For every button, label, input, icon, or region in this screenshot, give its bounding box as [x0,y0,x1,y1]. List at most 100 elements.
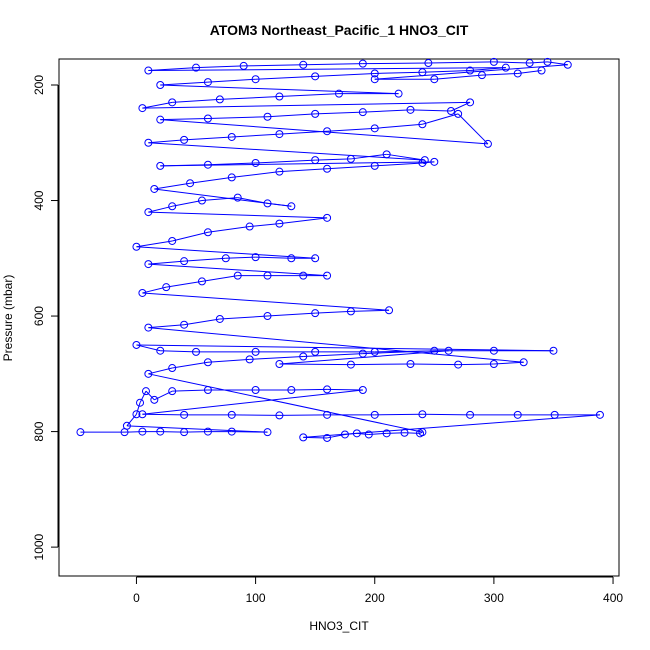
data-point [430,346,439,355]
data-point [299,352,308,361]
data-point [595,410,604,419]
series-segment [172,389,208,392]
series-segment [374,64,568,80]
series-segment [457,113,489,145]
data-point [162,283,171,292]
data-point [227,173,236,182]
series-segment [279,93,340,98]
data-point [144,138,153,147]
series-segment [422,413,471,416]
data-point [420,156,429,165]
data-point [323,213,332,222]
series-segment [303,353,363,357]
series-segment [126,413,137,427]
data-point [150,184,159,193]
series-segment [434,74,483,80]
data-point [549,346,558,355]
plot-frame [58,58,620,577]
data-point [227,410,236,419]
data-point [168,364,177,373]
y-axis-label: Pressure (mbar) [1,275,15,362]
data-point [394,89,403,98]
series-segment [327,165,375,170]
series-segment [362,62,429,65]
data-point [138,410,147,419]
series-points [76,57,604,442]
data-point [323,385,332,394]
data-point [168,202,177,211]
series-segment [154,182,191,190]
series-segment [148,367,173,375]
x-axis-label: HNO3_CIT [309,619,369,633]
chart-title: ATOM3 Northeast_Pacific_1 HNO3_CIT [210,22,469,38]
series-segment [207,226,250,233]
series-segment [184,136,232,141]
data-point [239,61,248,70]
data-point [340,430,349,439]
series-segment [458,363,494,366]
data-point [156,80,165,89]
data-point [233,271,242,280]
series-segment [189,176,232,184]
series-segment [315,72,375,77]
series-segment [279,414,328,416]
y-tick-label: 400 [32,190,46,210]
series-segment [124,431,143,433]
data-point [156,161,165,170]
series-segment [386,432,405,434]
series-segment [374,350,449,353]
series-segment [267,113,316,118]
series-segment [148,263,328,277]
data-point [323,271,332,280]
series-segment [148,67,197,72]
series-segment [231,414,280,416]
data-point [501,63,510,72]
series-segment [350,363,411,366]
series-segment [166,280,203,288]
series-segment [225,256,256,259]
series-segment [428,61,494,64]
data-point [180,428,189,437]
series-segment [160,164,208,167]
series-segment [386,153,425,161]
data-point [335,89,343,98]
data-point [418,428,427,437]
data-point [358,59,367,68]
series-segment [136,240,173,248]
series-segment [172,361,209,369]
series-segment [374,71,423,74]
data-point [406,360,415,369]
data-point [263,312,272,321]
data-point [180,257,189,266]
series-segment [481,72,518,76]
data-point [563,60,572,69]
x-tick-label: 200 [365,591,385,605]
data-point [346,154,355,163]
data-point [370,347,379,356]
data-point [168,387,177,396]
series-segment [374,413,423,416]
series-segment [148,327,524,363]
series-segment [279,363,351,366]
series-segment [529,61,548,64]
data-point [227,132,236,141]
series-segment [148,324,185,329]
data-point [287,385,296,394]
data-point [203,78,212,87]
data-point [489,360,498,369]
data-point [358,385,367,394]
data-point [513,410,522,419]
series-segment [160,117,208,121]
series-segment [207,78,256,83]
series-segment [160,84,399,95]
series-segment [207,116,268,119]
data-point [192,347,201,356]
y-tick-label: 200 [32,75,46,95]
x-axis: 0 100 200 300 400 [133,576,623,605]
data-point [144,208,153,217]
series-segment [148,373,423,433]
series-segment [231,133,280,138]
series-segment [126,425,268,433]
series-segment [148,211,328,219]
data-point [489,57,498,66]
